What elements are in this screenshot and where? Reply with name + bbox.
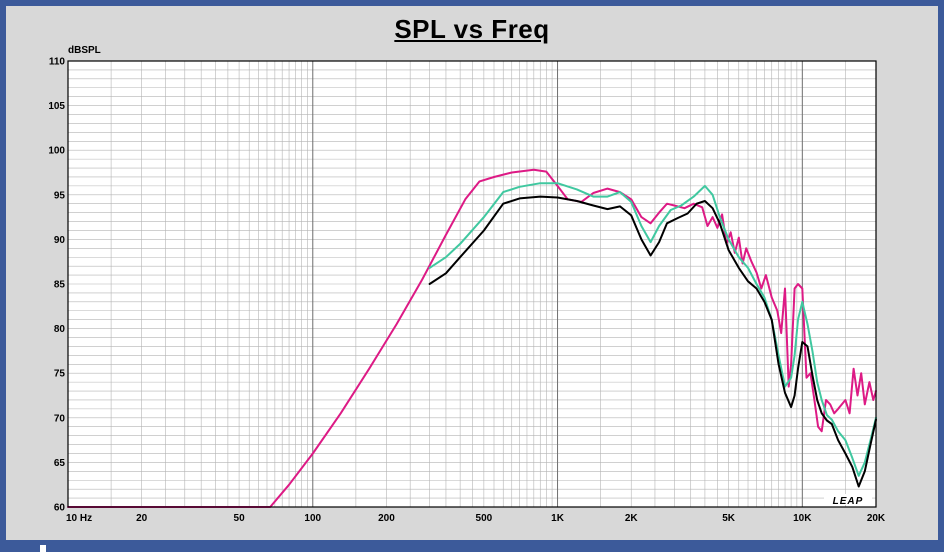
y-axis-label: dBSPL xyxy=(68,45,101,56)
x-tick-label: 200 xyxy=(378,513,395,524)
y-tick-label: 95 xyxy=(54,190,66,201)
logo-text: LEAP xyxy=(833,496,864,507)
x-tick-label: 100 xyxy=(304,513,321,524)
plot-border xyxy=(67,60,877,508)
grid-minor xyxy=(68,61,876,507)
y-tick-label: 105 xyxy=(48,101,65,112)
series-line-3 xyxy=(428,195,877,488)
x-tick-label: 10K xyxy=(793,513,812,524)
y-tick-label: 90 xyxy=(54,235,66,246)
logo-background xyxy=(824,494,872,505)
grid-major xyxy=(312,61,803,507)
series-group xyxy=(67,168,877,508)
y-tick-label: 65 xyxy=(54,458,66,469)
bottom-notch xyxy=(40,545,46,552)
x-tick-label: 1K xyxy=(551,513,565,524)
y-tick-label: 110 xyxy=(49,57,66,68)
x-tick-label: 2K xyxy=(625,513,639,524)
y-tick-label: 75 xyxy=(54,369,66,380)
y-tick-label: 80 xyxy=(54,324,66,335)
series-line-2 xyxy=(428,182,877,477)
y-tick-label: 85 xyxy=(54,280,66,291)
x-tick-label: 50 xyxy=(234,513,246,524)
x-tick-labels: 10 Hz 20 50 100 200 500 1K 2K 5K 10K 20K xyxy=(66,513,886,524)
x-tick-label: 10 Hz xyxy=(66,513,92,524)
y-tick-label: 60 xyxy=(54,503,66,514)
bottom-border xyxy=(6,540,938,552)
x-tick-label: 20K xyxy=(867,513,886,524)
x-tick-label: 5K xyxy=(722,513,736,524)
x-tick-label: 500 xyxy=(476,513,493,524)
y-tick-label: 100 xyxy=(48,146,65,157)
x-tick-label: 20 xyxy=(136,513,148,524)
y-tick-labels: 60 65 70 75 80 85 90 95 100 105 110 xyxy=(48,57,65,514)
y-tick-label: 70 xyxy=(54,413,66,424)
chart-title: SPL vs Freq xyxy=(394,14,550,44)
leap-logo: LEAP xyxy=(824,494,872,507)
